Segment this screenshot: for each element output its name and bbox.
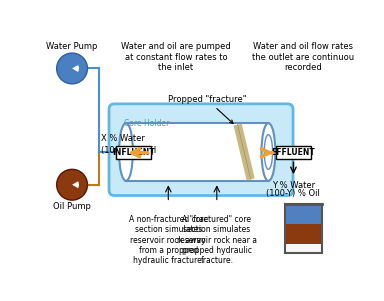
Text: A non-fractured core
section simulates
reservoir rock away
from a propped
hydrau: A non-fractured core section simulates r… [129, 215, 208, 265]
Text: A "fractured" core
section simulates
reservoir rock near a
propped hydraulic
fra: A "fractured" core section simulates res… [177, 215, 257, 265]
Text: Water Pump: Water Pump [46, 42, 98, 51]
Text: Core Holder: Core Holder [124, 119, 169, 128]
Bar [116, 146, 151, 159]
Text: Y % Water: Y % Water [272, 181, 315, 190]
Bar [126, 123, 268, 181]
FancyBboxPatch shape [109, 104, 293, 196]
Text: X % Water: X % Water [101, 134, 145, 143]
Text: INFLUENT: INFLUENT [112, 148, 155, 157]
Wedge shape [72, 181, 79, 188]
Ellipse shape [262, 123, 275, 181]
Bar [276, 146, 311, 159]
Bar [285, 244, 321, 253]
Text: (100-Y) % Oil: (100-Y) % Oil [266, 189, 320, 197]
Circle shape [57, 169, 88, 200]
Text: Water and oil are pumped
at constant flow rates to
the inlet: Water and oil are pumped at constant flo… [121, 42, 231, 72]
Text: EFFLUENT: EFFLUENT [271, 148, 315, 157]
Text: Propped "fracture": Propped "fracture" [167, 95, 246, 123]
Wedge shape [72, 65, 79, 72]
Text: (100-X) % Oil: (100-X) % Oil [101, 146, 157, 155]
Circle shape [57, 53, 88, 84]
Bar [285, 224, 321, 244]
Bar [285, 204, 321, 224]
Ellipse shape [119, 123, 133, 181]
Text: Oil Pump: Oil Pump [53, 203, 91, 211]
Bar [285, 204, 321, 253]
Text: Water and oil flow rates
the outlet are continuou
recorded: Water and oil flow rates the outlet are … [252, 42, 354, 72]
